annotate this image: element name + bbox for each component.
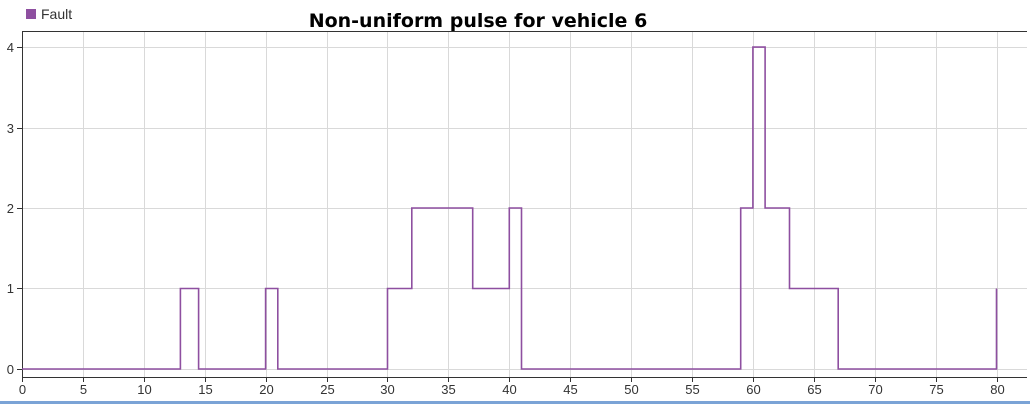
x-tick-label-60: 60: [746, 382, 760, 397]
legend-swatch-fault[interactable]: [26, 9, 36, 19]
x-tick-label-20: 20: [259, 382, 273, 397]
x-tick-label-80: 80: [990, 382, 1004, 397]
series-layer: [22, 46, 998, 370]
y-tick-label-0: 0: [7, 362, 14, 377]
chart-title: Non-uniform pulse for vehicle 6: [309, 10, 648, 32]
x-tick-label-35: 35: [441, 382, 455, 397]
x-tick-label-0: 0: [19, 382, 26, 397]
x-tick-label-10: 10: [137, 382, 151, 397]
bottom-scroll-strip: [0, 401, 1030, 404]
y-tick-label-4: 4: [7, 40, 14, 55]
plot-frame: [22, 31, 1027, 378]
x-tick-label-40: 40: [502, 382, 516, 397]
series-line-fault: [22, 46, 998, 370]
legend-label-fault[interactable]: Fault: [41, 6, 72, 22]
y-tick-label-2: 2: [7, 201, 14, 216]
x-tick-label-50: 50: [624, 382, 638, 397]
grid-layer: [22, 31, 1027, 377]
x-tick-label-65: 65: [807, 382, 821, 397]
tick-layer: 0 5 10 15 20 25 30 35 40 45 50 55 60 65 70 75 80 0 1 2 3 4: [7, 40, 1005, 397]
legend[interactable]: Fault: [26, 6, 72, 22]
x-tick-label-5: 5: [80, 382, 87, 397]
x-tick-label-70: 70: [868, 382, 882, 397]
y-tick-label-1: 1: [7, 281, 14, 296]
x-tick-label-25: 25: [320, 382, 334, 397]
x-tick-label-55: 55: [685, 382, 699, 397]
x-tick-label-75: 75: [929, 382, 943, 397]
x-tick-label-45: 45: [563, 382, 577, 397]
x-tick-label-30: 30: [380, 382, 394, 397]
x-tick-label-15: 15: [198, 382, 212, 397]
y-tick-label-3: 3: [7, 121, 14, 136]
